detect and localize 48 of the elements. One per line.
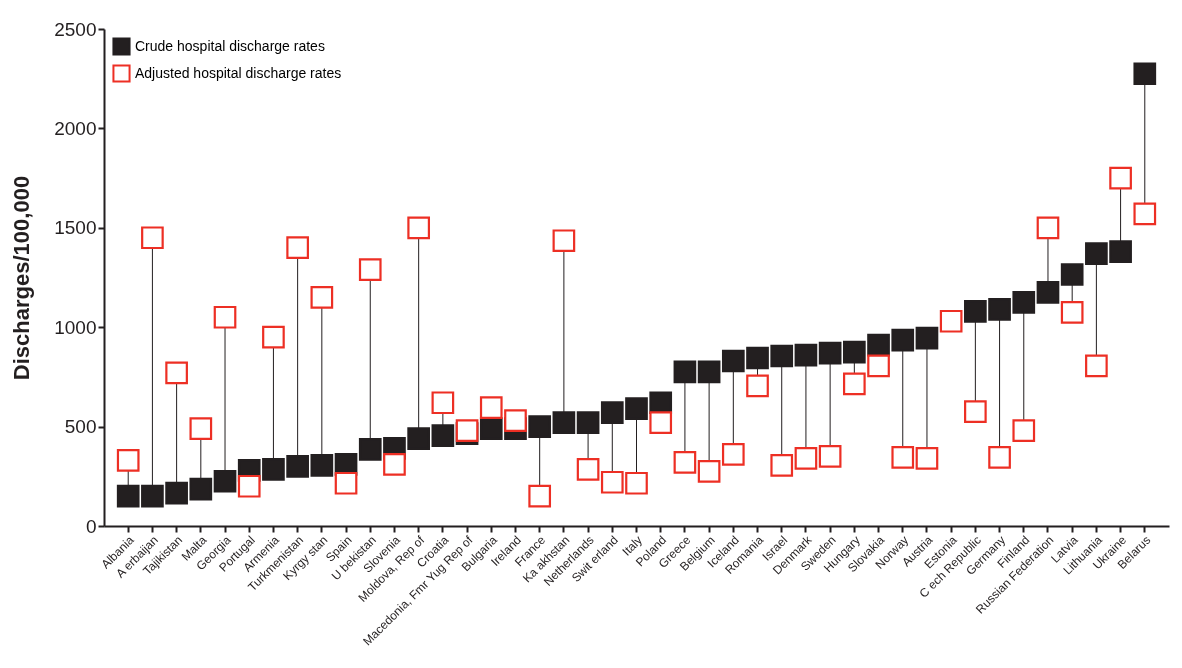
- point: [358, 438, 382, 461]
- point: [431, 424, 455, 447]
- y-axis-title: Discharges/100,000: [9, 175, 35, 381]
- point: [479, 417, 503, 440]
- y-tick-label: 0: [85, 515, 97, 537]
- y-tick-label: 1000: [54, 316, 97, 338]
- point: [504, 409, 527, 432]
- point: [673, 360, 697, 384]
- y-tick-label: 2000: [54, 117, 97, 139]
- point: [528, 415, 552, 438]
- point: [189, 477, 213, 501]
- point: [891, 328, 915, 352]
- point: [1085, 242, 1108, 265]
- point: [237, 474, 261, 498]
- y-tick-label: 500: [64, 416, 97, 438]
- point: [552, 411, 576, 434]
- point: [721, 349, 745, 373]
- point: [141, 484, 164, 508]
- y-tick-label: 1500: [54, 217, 97, 239]
- point: [600, 401, 624, 425]
- point: [746, 346, 769, 370]
- point: [842, 340, 866, 364]
- y-tick-label: 2500: [54, 18, 97, 40]
- point: [915, 326, 939, 350]
- point: [1060, 263, 1084, 286]
- point: [213, 469, 237, 493]
- point: [988, 297, 1011, 321]
- point: [697, 360, 721, 384]
- point: [625, 397, 648, 421]
- point: [165, 481, 188, 505]
- point: [794, 343, 818, 367]
- point: [964, 299, 987, 323]
- point: [770, 344, 794, 368]
- point: [576, 411, 600, 434]
- point: [286, 455, 309, 478]
- legend-label: Adjusted hospital discharge rates: [135, 64, 342, 81]
- point: [383, 453, 406, 476]
- point: [1036, 281, 1060, 304]
- point: [116, 484, 140, 508]
- point: [310, 454, 334, 477]
- point: [262, 458, 285, 481]
- point: [1012, 291, 1036, 314]
- point: [1133, 62, 1157, 86]
- point: [818, 341, 842, 365]
- legend-label: Crude hospital discharge rates: [135, 37, 325, 54]
- point: [1109, 240, 1132, 263]
- point: [867, 333, 890, 357]
- point: [407, 427, 431, 450]
